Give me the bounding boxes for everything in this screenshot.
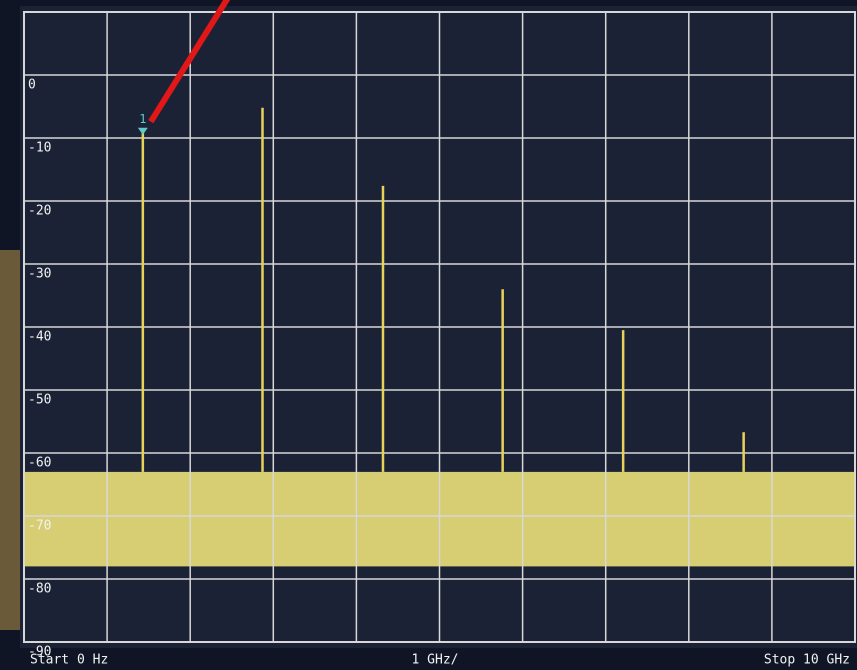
y-tick-label: -80 [28, 582, 51, 597]
y-tick-label: -10 [28, 141, 51, 156]
scale-label: 1 GHz/ [412, 653, 459, 668]
y-tick-label: -70 [28, 519, 51, 534]
photo-edge [0, 250, 20, 630]
y-tick-label: -40 [28, 330, 51, 345]
y-tick-label: -60 [28, 456, 51, 471]
y-tick-label: -30 [28, 267, 51, 282]
chart: Start 0 Hz 1 GHz/ Stop 10 GHz 0-10-20-30… [0, 0, 857, 670]
y-tick-label: 0 [28, 78, 36, 93]
stop-label: Stop 10 GHz [764, 653, 850, 668]
y-tick-label: -20 [28, 204, 51, 219]
page: Start 0 Hz 1 GHz/ Stop 10 GHz 0-10-20-30… [0, 0, 857, 670]
y-tick-label: -90 [28, 645, 51, 660]
marker-label: 1 [139, 112, 146, 126]
y-tick-label: -50 [28, 393, 51, 408]
